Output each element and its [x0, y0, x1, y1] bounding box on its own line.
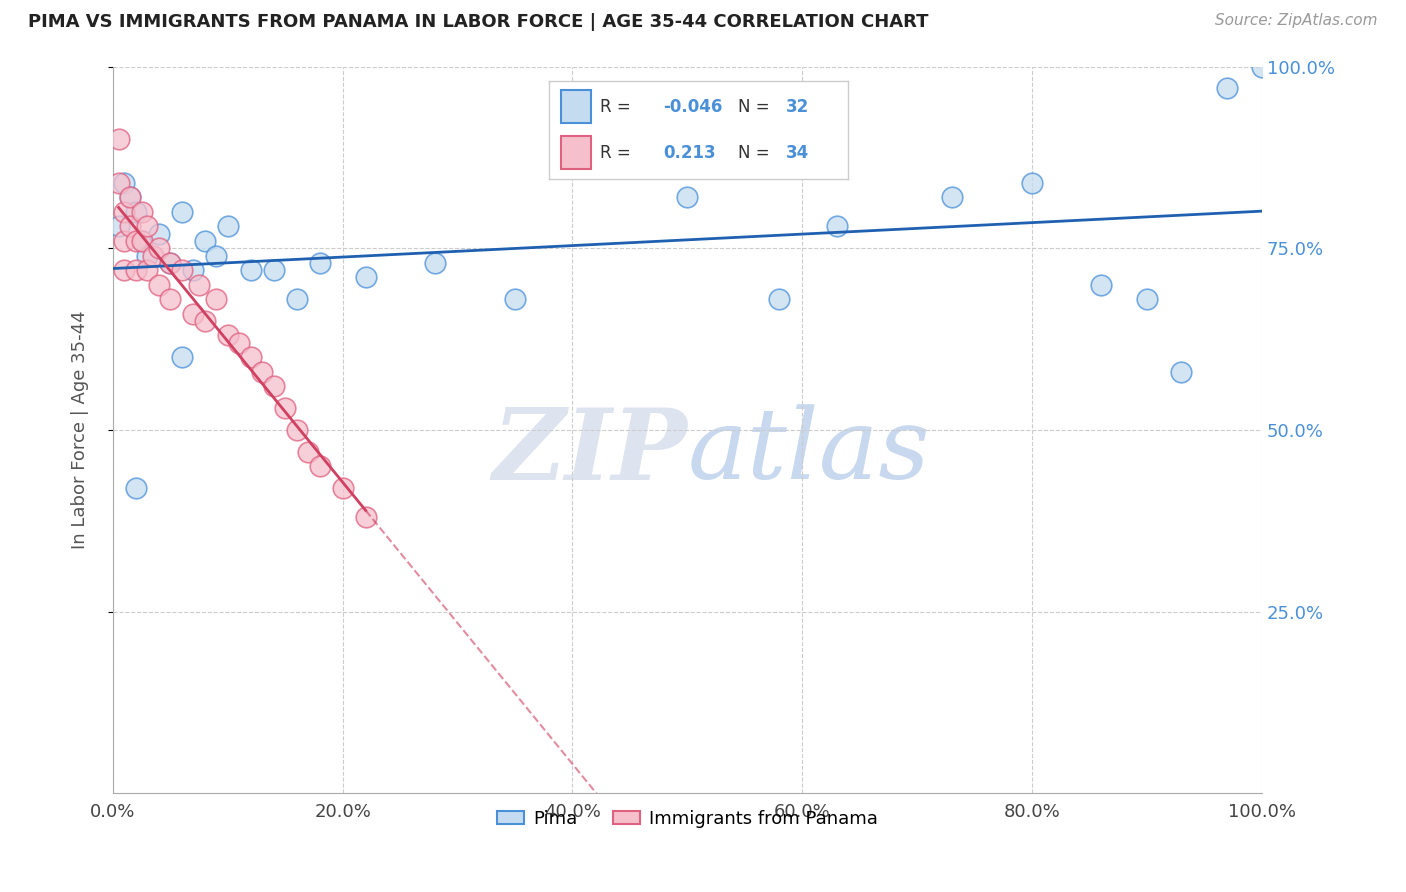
Point [188, 277, 211, 292]
Point [205, 248, 228, 262]
Point [1251, 60, 1274, 74]
Point [239, 351, 262, 365]
Point [181, 307, 204, 321]
Point [136, 219, 159, 234]
Point [423, 256, 446, 270]
Point [148, 277, 170, 292]
Point [263, 263, 285, 277]
Point [228, 335, 250, 350]
Point [148, 227, 170, 241]
Point [217, 328, 239, 343]
Point [136, 263, 159, 277]
Point [676, 190, 699, 204]
Point [768, 292, 790, 306]
Point [354, 270, 377, 285]
Point [125, 263, 148, 277]
Point [181, 263, 204, 277]
Point [239, 263, 262, 277]
Point [170, 205, 193, 219]
Point [112, 176, 135, 190]
Point [1216, 81, 1239, 95]
Point [263, 379, 285, 393]
Point [107, 132, 129, 146]
Point [112, 234, 135, 248]
Text: Source: ZipAtlas.com: Source: ZipAtlas.com [1215, 13, 1378, 29]
Y-axis label: In Labor Force | Age 35-44: In Labor Force | Age 35-44 [72, 310, 89, 549]
Text: ZIP: ZIP [492, 403, 688, 500]
Point [1136, 292, 1159, 306]
Point [194, 234, 217, 248]
Point [1090, 277, 1112, 292]
Point [148, 241, 170, 255]
Point [194, 314, 217, 328]
Text: atlas: atlas [688, 404, 931, 500]
Point [131, 234, 153, 248]
Point [297, 444, 319, 458]
Point [107, 176, 129, 190]
Point [825, 219, 848, 234]
Point [217, 219, 239, 234]
Point [285, 423, 308, 437]
Point [125, 234, 148, 248]
Point [308, 256, 330, 270]
Point [354, 510, 377, 524]
Legend: Pima, Immigrants from Panama: Pima, Immigrants from Panama [489, 803, 886, 835]
Point [941, 190, 963, 204]
Point [159, 292, 181, 306]
Point [332, 481, 354, 495]
Point [1170, 365, 1192, 379]
Point [120, 219, 142, 234]
Point [125, 205, 148, 219]
Point [205, 292, 228, 306]
Point [131, 234, 153, 248]
Point [107, 219, 129, 234]
Point [252, 365, 274, 379]
Point [159, 256, 181, 270]
Point [136, 248, 159, 262]
Point [1021, 176, 1043, 190]
Point [170, 263, 193, 277]
Point [170, 351, 193, 365]
Point [131, 205, 153, 219]
Point [125, 481, 148, 495]
Point [112, 263, 135, 277]
Point [285, 292, 308, 306]
Point [159, 256, 181, 270]
Point [120, 190, 142, 204]
Text: PIMA VS IMMIGRANTS FROM PANAMA IN LABOR FORCE | AGE 35-44 CORRELATION CHART: PIMA VS IMMIGRANTS FROM PANAMA IN LABOR … [28, 13, 928, 31]
Point [274, 401, 297, 416]
Point [308, 459, 330, 474]
Point [142, 248, 165, 262]
Point [503, 292, 526, 306]
Point [120, 190, 142, 204]
Point [112, 205, 135, 219]
